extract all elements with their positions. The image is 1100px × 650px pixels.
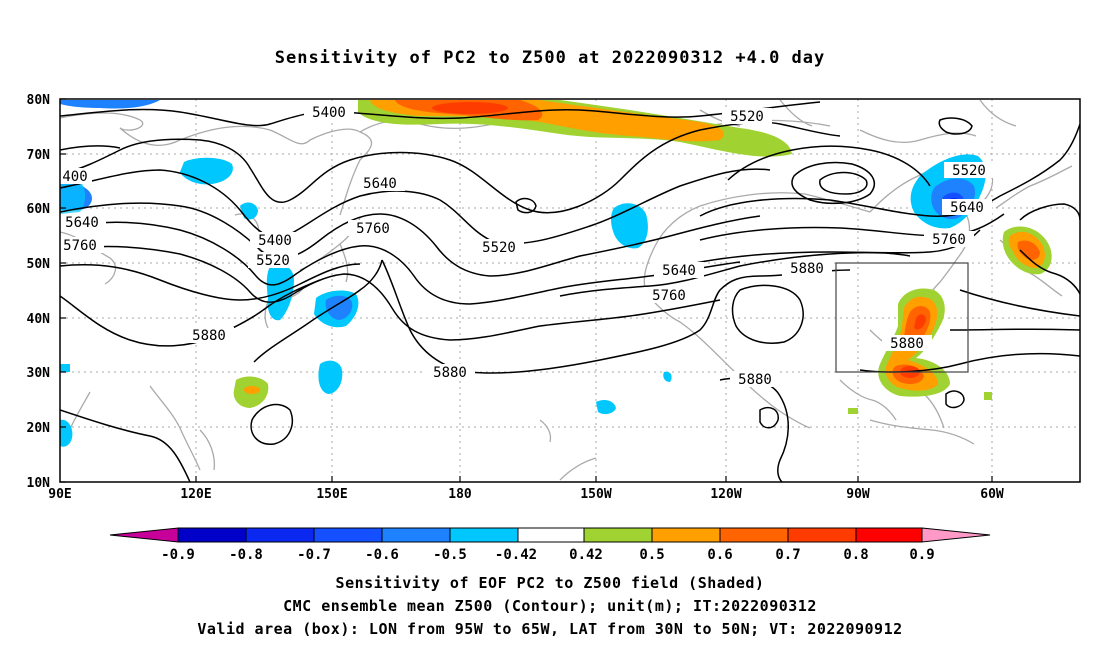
- colorbar-label: -0.6: [365, 547, 399, 563]
- contour-label: 5640: [65, 215, 99, 231]
- valid-area-box: [835, 262, 969, 373]
- caption-line-2: CMC ensemble mean Z500 (Contour); unit(m…: [283, 597, 817, 615]
- contour-label: 5880: [790, 261, 824, 277]
- colorbar-label: -0.7: [297, 547, 331, 563]
- contour-label: 5400: [312, 105, 346, 121]
- lon-label: 90W: [846, 487, 870, 502]
- colorbar-label: 0.6: [707, 547, 732, 563]
- colorbar-label: -0.5: [433, 547, 467, 563]
- contour-label: 5520: [730, 109, 764, 125]
- lon-labels: 90E 120E 150E 180 150W 120W 90W 60W: [48, 487, 1004, 502]
- colorbar-label: -0.42: [495, 547, 537, 563]
- lat-label: 10N: [27, 476, 51, 491]
- contour-label: 5640: [662, 263, 696, 279]
- lon-label: 90E: [48, 487, 71, 502]
- contour-label: 5760: [356, 221, 390, 237]
- contour-label: 5520: [256, 253, 290, 269]
- contour-label: 5640: [950, 200, 984, 216]
- colorbar-swatch: [787, 527, 857, 543]
- axis-ticks: [60, 98, 993, 483]
- height-contours: [60, 101, 1080, 482]
- colorbar-swatch: [449, 527, 519, 543]
- lat-label: 50N: [27, 257, 51, 272]
- lon-label: 120E: [180, 487, 211, 502]
- colorbar-swatch: [517, 527, 585, 543]
- lat-label: 20N: [27, 421, 51, 436]
- colorbar-labels: -0.9 -0.8 -0.7 -0.6 -0.5 -0.42 0.42 0.5 …: [161, 547, 935, 563]
- contour-label: 400: [62, 169, 87, 185]
- contour-label: 5880: [433, 365, 467, 381]
- contour-label: 5520: [482, 240, 516, 256]
- contour-label: 5760: [932, 232, 966, 248]
- lat-labels: 80N 70N 60N 50N 40N 30N 20N 10N: [27, 93, 51, 491]
- colorbar-swatch: [651, 527, 721, 543]
- contour-label-group: 5400 5520 400 5640 5760 5640 5400 5520 5…: [56, 104, 994, 388]
- lat-label: 60N: [27, 202, 51, 217]
- contour-label: 5880: [192, 328, 226, 344]
- lat-label: 80N: [27, 93, 51, 108]
- colorbar-swatch: [583, 527, 653, 543]
- colorbar-swatch: [313, 527, 383, 543]
- colorbar-swatch: [381, 527, 451, 543]
- colorbar-label: -0.8: [229, 547, 263, 563]
- colorbar: [109, 527, 991, 543]
- contour-label: 5400: [258, 233, 292, 249]
- colorbar-swatch: [719, 527, 789, 543]
- contour-label: 5880: [890, 336, 924, 352]
- contour-label: 5880: [738, 372, 772, 388]
- colorbar-label: 0.7: [775, 547, 800, 563]
- lat-label: 70N: [27, 148, 51, 163]
- colorbar-high-triangle: [921, 527, 991, 543]
- lon-label: 150E: [316, 487, 347, 502]
- colorbar-label: 0.5: [639, 547, 664, 563]
- colorbar-swatch: [177, 527, 247, 543]
- contour-label: 5760: [63, 238, 97, 254]
- lat-label: 30N: [27, 366, 51, 381]
- lat-lon-grid: [60, 99, 1080, 482]
- colorbar-swatch: [855, 527, 923, 543]
- map-frame: [59, 98, 1081, 483]
- contour-label: 5520: [952, 163, 986, 179]
- colorbar-low-triangle: [109, 527, 179, 543]
- colorbar-swatch: [245, 527, 315, 543]
- map-title: Sensitivity of PC2 to Z500 at 2022090312…: [274, 48, 826, 68]
- colorbar-label: 0.9: [909, 547, 934, 563]
- lon-label: 180: [448, 487, 472, 502]
- colorbar-label: 0.42: [569, 547, 603, 563]
- colorbar-label: -0.9: [161, 547, 195, 563]
- lat-label: 40N: [27, 312, 51, 327]
- lon-label: 150W: [580, 487, 611, 502]
- colorbar-label: 0.8: [843, 547, 868, 563]
- lon-label: 60W: [980, 487, 1004, 502]
- contour-label: 5760: [652, 288, 686, 304]
- contour-label: 5640: [363, 176, 397, 192]
- lon-label: 120W: [710, 487, 741, 502]
- caption-line-1: Sensitivity of EOF PC2 to Z500 field (Sh…: [335, 574, 765, 592]
- caption-line-3: Valid area (box): LON from 95W to 65W, L…: [197, 620, 903, 638]
